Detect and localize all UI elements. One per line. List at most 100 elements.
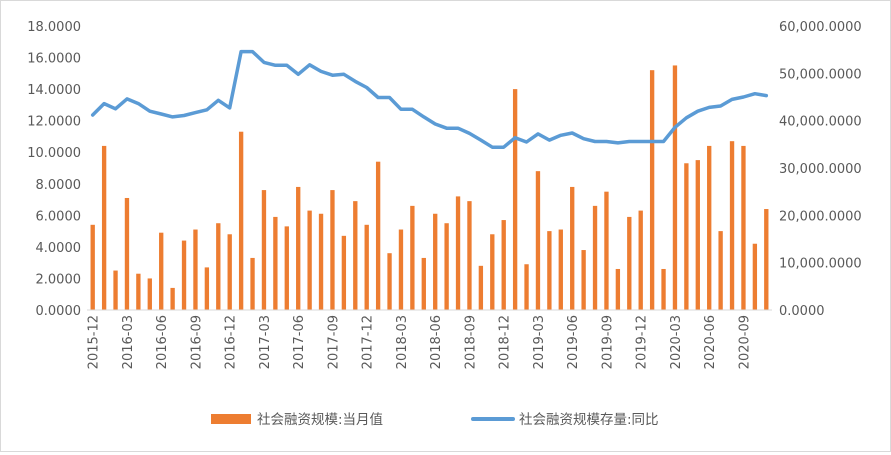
bar-2018-11: [490, 234, 495, 310]
bar-2016-04: [136, 273, 141, 310]
bar-2017-11: [353, 201, 358, 310]
bar-2016-03: [124, 197, 130, 310]
bar-2019-06: [570, 186, 575, 310]
bar-2019-02: [524, 264, 529, 310]
x-axis: 2015-12 2016-03 2016-06 2016-09 2016-12 2017-…: [87, 315, 753, 369]
bar-2019-07: [581, 250, 586, 310]
x-tick-label: 2018-12: [498, 315, 513, 369]
y-axis-right: 0.0000 10,000.0000 20,000.0000 30,000.0000 4…: [779, 20, 862, 319]
x-tick-label: 2019-12: [635, 315, 650, 369]
bar-2016-01: [101, 145, 107, 310]
bar-2020-04: [684, 163, 689, 310]
y-right-tick-label: 20,000.0000: [779, 209, 862, 224]
bar-2019-10: [615, 268, 621, 310]
legend-swatch-bar: [211, 414, 251, 424]
bar-2018-10: [478, 265, 484, 310]
bar-2020-02: [661, 268, 666, 310]
bar-2016-05: [147, 278, 152, 310]
bar-2017-05: [284, 226, 289, 310]
bar-2020-09: [741, 145, 746, 310]
x-tick-label: 2020-03: [669, 315, 684, 369]
bar-2017-08: [318, 213, 324, 310]
bar-2017-12: [364, 224, 369, 310]
bar-2018-09: [467, 201, 472, 310]
x-tick-label: 2017-09: [326, 315, 341, 369]
y-right-tick-label: 50,000.0000: [779, 67, 862, 82]
bar-2017-04: [273, 216, 278, 310]
line-yoy-path: [90, 49, 769, 149]
x-tick-label: 2016-09: [189, 315, 204, 369]
bar-2017-01: [238, 131, 244, 310]
x-tick-label: 2018-06: [429, 315, 444, 369]
bar-2016-11: [216, 223, 221, 310]
bar-2017-10: [341, 235, 347, 310]
bar-series-monthly: [90, 65, 769, 310]
bar-2018-08: [455, 196, 461, 310]
y-axis-left: 0.0000 2.0000 4.0000 6.0000 8.0000 10.0000 12.…: [27, 20, 81, 319]
bar-2020-03: [672, 65, 678, 310]
bar-2018-12: [501, 220, 506, 310]
bar-2019-12: [638, 210, 643, 310]
x-tick-label: 2019-09: [600, 315, 615, 369]
x-tick-label: 2018-09: [463, 315, 478, 369]
x-tick-label: 2017-12: [361, 315, 376, 369]
y-right-tick-label: 0.0000: [779, 304, 825, 319]
bar-2016-07: [170, 287, 175, 310]
bar-2020-07: [718, 231, 723, 310]
bar-2020-01: [649, 70, 655, 310]
y-left-tick-label: 16.0000: [27, 52, 81, 67]
bar-2018-06: [433, 213, 438, 310]
y-right-tick-label: 40,000.0000: [779, 115, 862, 130]
x-tick-label: 2020-09: [737, 315, 752, 369]
bar-2019-08: [592, 205, 598, 310]
bar-2017-03: [261, 190, 267, 310]
x-tick-label: 2016-12: [224, 315, 239, 369]
bar-2020-06: [707, 145, 712, 310]
x-tick-label: 2016-03: [121, 315, 136, 369]
x-tick-label: 2020-06: [703, 315, 718, 369]
bar-2018-05: [421, 257, 426, 310]
bar-2017-06: [296, 186, 301, 310]
bar-2019-01: [512, 89, 518, 310]
y-left-tick-label: 8.0000: [36, 178, 82, 193]
legend: 社会融资规模:当月值 社会融资规模存量:同比: [211, 412, 659, 428]
y-right-tick-label: 10,000.0000: [779, 257, 862, 272]
legend-label-bar: 社会融资规模:当月值: [257, 412, 383, 428]
bar-2019-11: [627, 216, 632, 310]
x-tick-label: 2017-03: [258, 315, 273, 369]
bar-2016-12: [227, 234, 232, 310]
bar-2016-02: [113, 270, 118, 310]
bar-2020-11: [764, 209, 769, 310]
bar-2016-08: [181, 240, 187, 310]
bar-2018-03: [398, 229, 404, 310]
legend-label-line: 社会融资规模存量:同比: [519, 412, 659, 428]
bar-2018-07: [444, 223, 449, 310]
bar-2018-04: [410, 205, 415, 310]
x-tick-label: 2018-03: [395, 315, 410, 369]
bar-2016-10: [204, 267, 210, 310]
y-right-tick-label: 60,000.0000: [779, 20, 862, 35]
bar-2015-12: [90, 224, 95, 310]
bar-2019-05: [558, 229, 563, 310]
line-series-yoy: [90, 49, 769, 149]
bar-2020-08: [729, 141, 735, 310]
y-left-tick-label: 18.0000: [27, 20, 81, 35]
y-left-tick-label: 14.0000: [27, 83, 81, 98]
y-left-tick-label: 2.0000: [36, 272, 82, 287]
bar-2018-01: [375, 161, 381, 310]
bar-2017-09: [330, 190, 335, 310]
y-left-tick-label: 12.0000: [27, 115, 81, 130]
y-left-tick-label: 10.0000: [27, 146, 81, 161]
y-left-tick-label: 4.0000: [36, 241, 82, 256]
bar-2016-09: [193, 229, 198, 310]
y-right-tick-label: 30,000.0000: [779, 162, 862, 177]
bar-2020-05: [695, 160, 700, 310]
y-left-tick-label: 0.0000: [36, 304, 82, 319]
bar-2019-03: [535, 171, 541, 310]
bar-2016-06: [159, 232, 164, 310]
y-left-tick-label: 6.0000: [36, 209, 82, 224]
x-tick-label: 2015-12: [87, 315, 102, 369]
x-tick-label: 2016-06: [155, 315, 170, 369]
